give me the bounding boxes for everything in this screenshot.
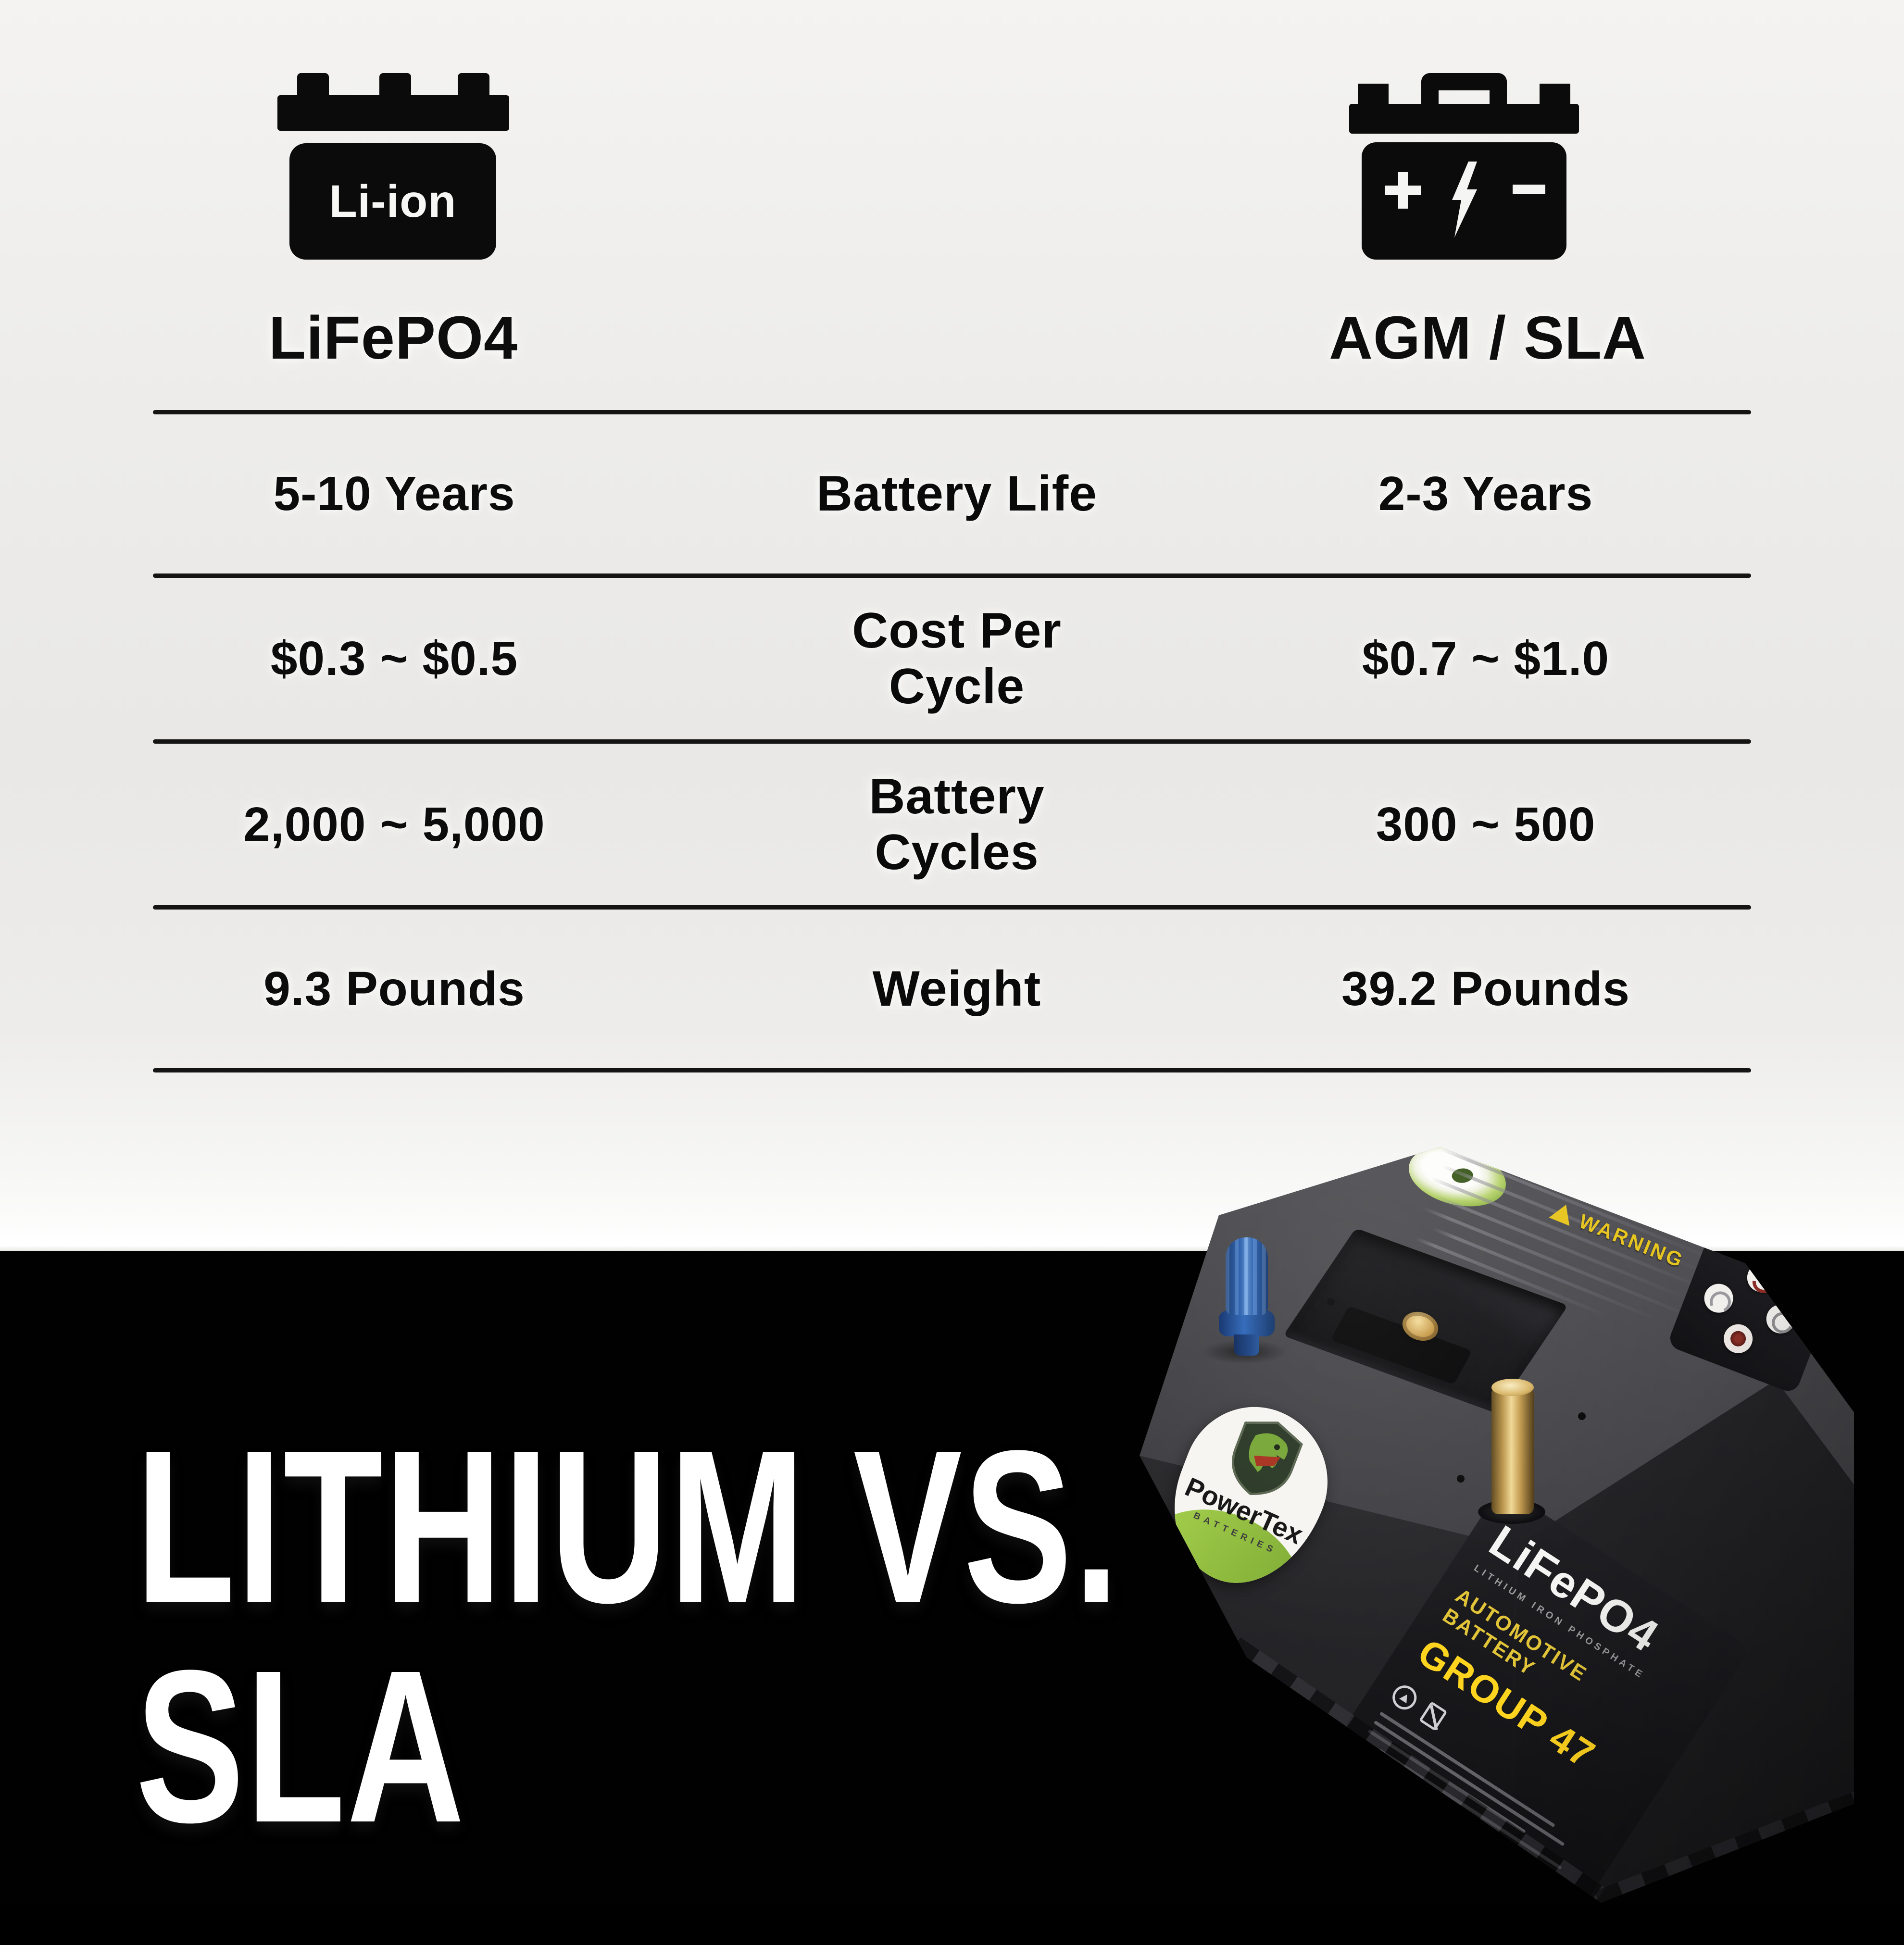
lithium-value: 9.3 Pounds	[263, 961, 525, 1016]
battery-body-shape	[1362, 142, 1566, 260]
battery-terminal-shape	[1540, 84, 1570, 105]
page-title-line2: SLA	[136, 1624, 466, 1868]
minus-icon	[1513, 185, 1545, 194]
gold-terminal-post	[1491, 1379, 1534, 1514]
lithium-value: $0.3 ~ $0.5	[270, 631, 518, 686]
blue-terminal-stem	[1234, 1334, 1259, 1356]
table-row: 5-10 Years Battery Life 2-3 Years	[0, 414, 1904, 574]
agm-value: 39.2 Pounds	[1341, 961, 1630, 1016]
table-divider	[153, 574, 1751, 578]
plus-icon	[1385, 172, 1421, 209]
battery-top-bar-shape	[277, 95, 509, 131]
battery-shading-overlay	[1140, 1147, 1854, 1903]
agm-value: $0.7 ~ $1.0	[1362, 631, 1610, 686]
table-row: $0.3 ~ $0.5 Cost Per Cycle $0.7 ~ $1.0	[0, 578, 1904, 739]
li-ion-battery-icon: Li-ion	[277, 73, 509, 260]
page-title: LITHIUM VS. SLA	[136, 1417, 1449, 1856]
battery-terminal-shape	[458, 73, 489, 97]
battery-terminal-shape	[297, 73, 329, 97]
page-title-line1: LITHIUM VS.	[136, 1405, 1121, 1648]
li-ion-icon-label: Li-ion	[329, 175, 457, 227]
battery-top-bar-shape	[1349, 104, 1579, 134]
table-divider	[153, 905, 1751, 910]
brand-badge: PowerTex BATTERIES	[1150, 1386, 1350, 1606]
lithium-value: 2,000 ~ 5,000	[243, 797, 545, 851]
metric-label: Cost Per Cycle	[852, 602, 1062, 714]
screw-dot	[1327, 1298, 1335, 1306]
table-divider	[153, 1068, 1751, 1072]
table-row: 9.3 Pounds Weight 39.2 Pounds	[0, 910, 1904, 1068]
screw-dot	[1457, 1475, 1465, 1483]
battery-case: WARNING Powe	[1140, 1147, 1854, 1903]
column-header-agm: AGM / SLA	[1329, 304, 1646, 372]
blue-terminal-cap	[1226, 1237, 1268, 1315]
lightning-icon	[1452, 162, 1477, 237]
table-row: 2,000 ~ 5,000 Battery Cycles 300 ~ 500	[0, 744, 1904, 905]
agm-value: 300 ~ 500	[1376, 797, 1596, 851]
metric-label: Battery Life	[816, 466, 1098, 522]
brand-badge-card: PowerTex BATTERIES	[1150, 1386, 1350, 1606]
table-divider	[153, 739, 1751, 744]
battery-body-shape: Li-ion	[289, 143, 496, 260]
battery-handle-shape	[1421, 73, 1507, 107]
metric-label: Weight	[872, 960, 1041, 1017]
agm-value: 2-3 Years	[1378, 467, 1593, 521]
screw-dot	[1578, 1412, 1586, 1420]
lithium-value: 5-10 Years	[273, 467, 515, 521]
battery-terminal-shape	[379, 73, 411, 97]
agm-battery-icon	[1349, 73, 1579, 260]
metric-label: Battery Cycles	[869, 768, 1045, 880]
column-header-lithium: LiFePO4	[268, 304, 518, 372]
battery-product-image: WARNING Powe	[1120, 1143, 1904, 1904]
trex-shield-logo-icon	[1232, 1421, 1303, 1495]
battery-terminal-shape	[1358, 84, 1389, 105]
table-divider	[153, 410, 1751, 414]
